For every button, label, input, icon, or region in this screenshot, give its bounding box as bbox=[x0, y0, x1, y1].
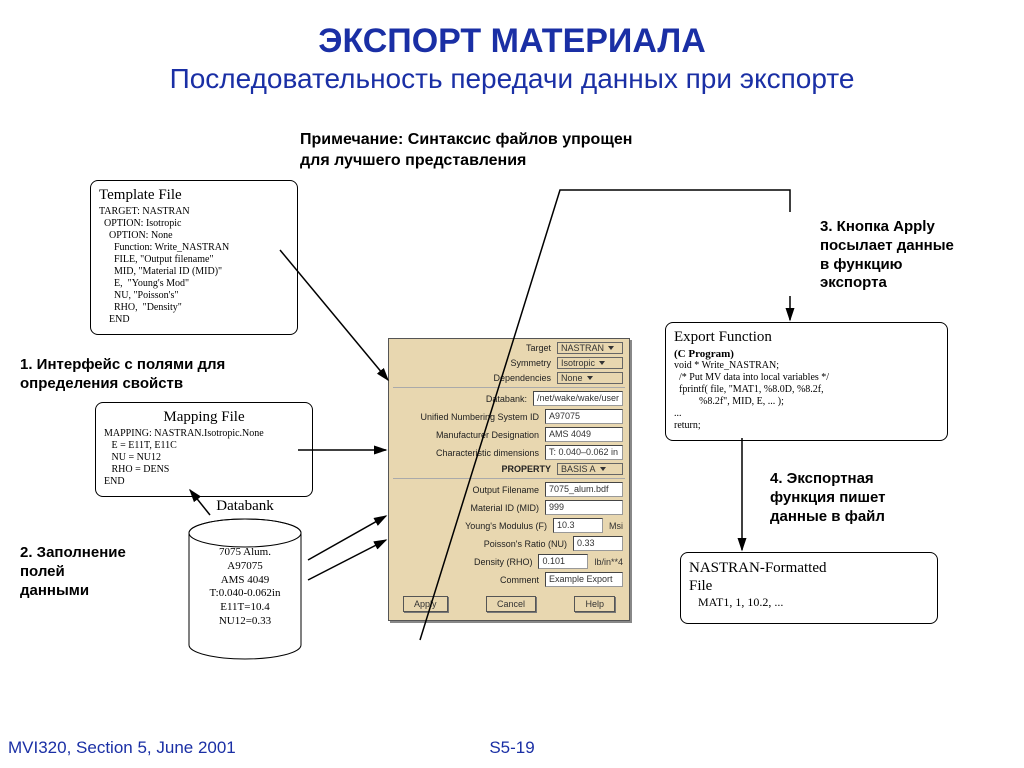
template-file-box: Template File TARGET: NASTRAN OPTION: Is… bbox=[90, 180, 298, 335]
annotation-4-l1: 4. Экспортная bbox=[770, 470, 874, 487]
dependencies-label: Dependencies bbox=[395, 373, 557, 383]
export-dialog[interactable]: TargetNASTRAN SymmetryIsotropic Dependen… bbox=[388, 338, 630, 621]
databank-label: Databank: bbox=[395, 394, 533, 404]
annotation-3-l2: посылает данные bbox=[820, 237, 954, 254]
uns-field[interactable]: A97075 bbox=[545, 409, 623, 424]
comment-field[interactable]: Example Export bbox=[545, 572, 623, 587]
page-subtitle: Последовательность передачи данных при э… bbox=[0, 63, 1024, 95]
footer-page-number: S5-19 bbox=[489, 738, 534, 758]
export-function-box: Export Function (C Program) void * Write… bbox=[665, 322, 948, 441]
density-label: Density (RHO) bbox=[395, 557, 538, 567]
export-function-body: void * Write_NASTRAN; /* Put MV data int… bbox=[674, 360, 939, 432]
youngs-modulus-field[interactable]: 10.3 bbox=[553, 518, 603, 533]
mapping-file-box: Mapping File MAPPING: NASTRAN.Isotropic.… bbox=[95, 402, 313, 497]
youngs-modulus-label: Young's Modulus (F) bbox=[395, 521, 553, 531]
annotation-1-l1: 1. Интерфейс с полями для bbox=[20, 356, 225, 373]
output-file-title2: File bbox=[689, 578, 712, 594]
annotation-4-l2: функция пишет bbox=[770, 489, 885, 506]
symmetry-dropdown[interactable]: Isotropic bbox=[557, 357, 623, 369]
template-file-title: Template File bbox=[99, 187, 289, 204]
template-file-body: TARGET: NASTRAN OPTION: Isotropic OPTION… bbox=[99, 206, 289, 326]
annotation-1: 1. Интерфейс с полями для определения св… bbox=[20, 356, 225, 394]
material-id-field[interactable]: 999 bbox=[545, 500, 623, 515]
help-button[interactable]: Help bbox=[574, 596, 615, 612]
youngs-modulus-unit: Msi bbox=[609, 521, 623, 531]
annotation-3-l3: в функцию bbox=[820, 256, 902, 273]
note-line-2: для лучшего представления bbox=[300, 152, 526, 169]
export-function-sub: (C Program) bbox=[674, 348, 939, 360]
target-dropdown[interactable]: NASTRAN bbox=[557, 342, 623, 354]
databank-cylinder: Databank 7075 Alum. A97075 AMS 4049 T:0.… bbox=[180, 498, 310, 680]
annotation-4-l3: данные в файл bbox=[770, 508, 885, 525]
output-file-title: NASTRAN-Formatted bbox=[689, 560, 827, 576]
mapping-file-title: Mapping File bbox=[104, 409, 304, 426]
annotation-2: 2. Заполнение полей данными bbox=[20, 544, 126, 600]
property-dropdown[interactable]: BASIS A bbox=[557, 463, 623, 475]
density-unit: lb/in**4 bbox=[594, 557, 623, 567]
mfr-field[interactable]: AMS 4049 bbox=[545, 427, 623, 442]
databank-field[interactable]: /net/wake/wake/user bbox=[533, 391, 623, 406]
property-label: PROPERTY bbox=[395, 464, 557, 474]
comment-label: Comment bbox=[395, 575, 545, 585]
char-label: Characteristic dimensions bbox=[395, 448, 545, 458]
apply-button[interactable]: Apply bbox=[403, 596, 448, 612]
dependencies-dropdown[interactable]: None bbox=[557, 372, 623, 384]
annotation-3: 3. Кнопка Apply посылает данные в функци… bbox=[820, 218, 954, 293]
material-id-label: Material ID (MID) bbox=[395, 503, 545, 513]
annotation-1-l2: определения свойств bbox=[20, 375, 183, 392]
cancel-button[interactable]: Cancel bbox=[486, 596, 536, 612]
annotation-2-l1: 2. Заполнение bbox=[20, 544, 126, 561]
note-line-1: Примечание: Синтаксис файлов упрощен bbox=[300, 131, 632, 148]
uns-label: Unified Numbering System ID bbox=[395, 412, 545, 422]
target-label: Target bbox=[395, 343, 557, 353]
output-filename-label: Output Filename bbox=[395, 485, 545, 495]
annotation-2-l2: полей bbox=[20, 563, 65, 580]
output-filename-field[interactable]: 7075_alum.bdf bbox=[545, 482, 623, 497]
databank-body: 7075 Alum. A97075 AMS 4049 T:0.040-0.062… bbox=[180, 546, 310, 629]
density-field[interactable]: 0.101 bbox=[538, 554, 588, 569]
mapping-file-body: MAPPING: NASTRAN.Isotropic.None E = E11T… bbox=[104, 428, 304, 488]
export-function-title: Export Function bbox=[674, 329, 939, 346]
mfr-label: Manufacturer Designation bbox=[395, 430, 545, 440]
annotation-4: 4. Экспортная функция пишет данные в фай… bbox=[770, 470, 885, 526]
note-text: Примечание: Синтаксис файлов упрощен для… bbox=[300, 130, 632, 172]
annotation-3-l4: экспорта bbox=[820, 274, 887, 291]
footer-left: MVI320, Section 5, June 2001 bbox=[8, 738, 236, 758]
char-field[interactable]: T: 0.040–0.062 in bbox=[545, 445, 623, 460]
symmetry-label: Symmetry bbox=[395, 358, 557, 368]
poissons-ratio-label: Poisson's Ratio (NU) bbox=[395, 539, 573, 549]
page-title: ЭКСПОРТ МАТЕРИАЛА bbox=[0, 0, 1024, 61]
poissons-ratio-field[interactable]: 0.33 bbox=[573, 536, 623, 551]
databank-title: Databank bbox=[180, 498, 310, 515]
output-file-box: NASTRAN-Formatted File MAT1, 1, 10.2, ..… bbox=[680, 552, 938, 624]
annotation-2-l3: данными bbox=[20, 582, 89, 599]
annotation-3-l1: 3. Кнопка Apply bbox=[820, 218, 935, 235]
output-file-body: MAT1, 1, 10.2, ... bbox=[689, 595, 929, 609]
